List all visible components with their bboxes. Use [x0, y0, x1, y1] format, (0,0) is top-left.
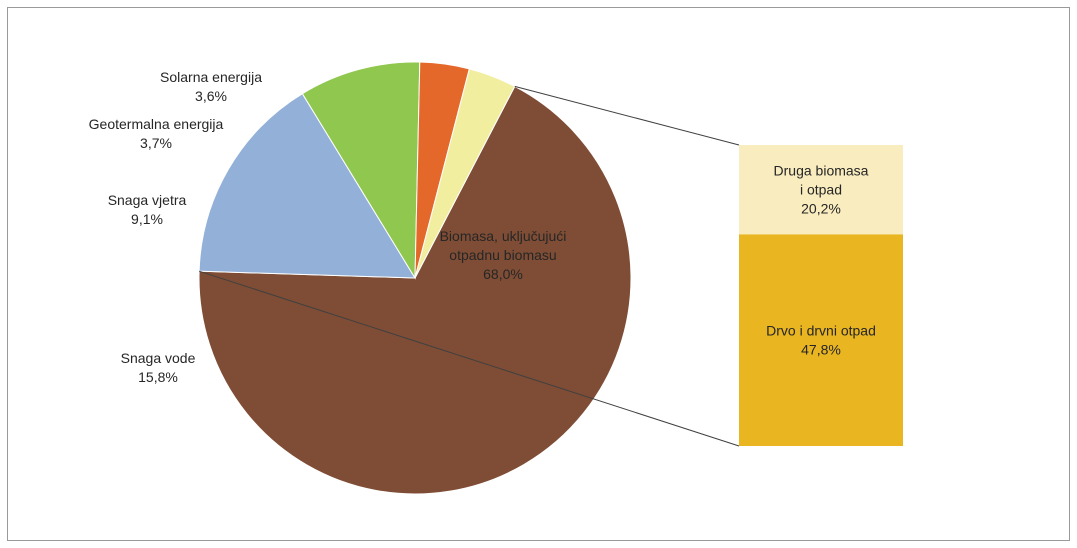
- data-label-snaga-vjetra: Snaga vjetra 9,1%: [108, 192, 187, 227]
- breakdown-bar: Druga biomasa i otpad 20,2% Drvo i drvni ot…: [739, 145, 903, 446]
- data-label-solarna-energija: Solarna energija 3,6%: [160, 69, 262, 104]
- connector-lines: [198, 85, 740, 447]
- pie-of-bar-chart: Druga biomasa i otpad 20,2% Drvo i drvni ot…: [89, 61, 903, 495]
- pie-slice-snaga-vode: [198, 92, 416, 279]
- bar-segment-druga-biomasa-i-otpad: [739, 145, 903, 235]
- data-label-drvo-i-drvni-otpad: Drvo i drvni otpad 47,8%: [766, 323, 876, 358]
- pie-slices: [198, 61, 632, 495]
- connector-line-top: [514, 85, 740, 146]
- pie-slice-snaga-vjetra: [301, 61, 421, 280]
- data-label-geotermalna-energija: Geotermalna energija 3,7%: [89, 116, 224, 151]
- data-label-druga-biomasa-i-otpad: Druga biomasa i otpad 20,2%: [774, 163, 869, 217]
- pie-slice-solarna-energija: [414, 68, 516, 279]
- bar-segment-drvo-i-drvni-otpad: [739, 234, 903, 446]
- data-label-snaga-vode: Snaga vode 15,8%: [121, 350, 196, 385]
- data-labels: Biomasa, uključujući otpadnu biomasu 68,0%…: [89, 69, 567, 385]
- data-label-biomasa-ukljucujuci-otpadnu-biomasu: Biomasa, uključujući otpadnu biomasu 68,0%: [440, 228, 567, 282]
- pie-slice-biomasa-ukljucujuci-otpadnu-biomasu: [198, 85, 632, 495]
- connector-line-bottom: [198, 270, 740, 447]
- chart-frame: Druga biomasa i otpad 20,2% Drvo i drvni ot…: [7, 7, 1070, 541]
